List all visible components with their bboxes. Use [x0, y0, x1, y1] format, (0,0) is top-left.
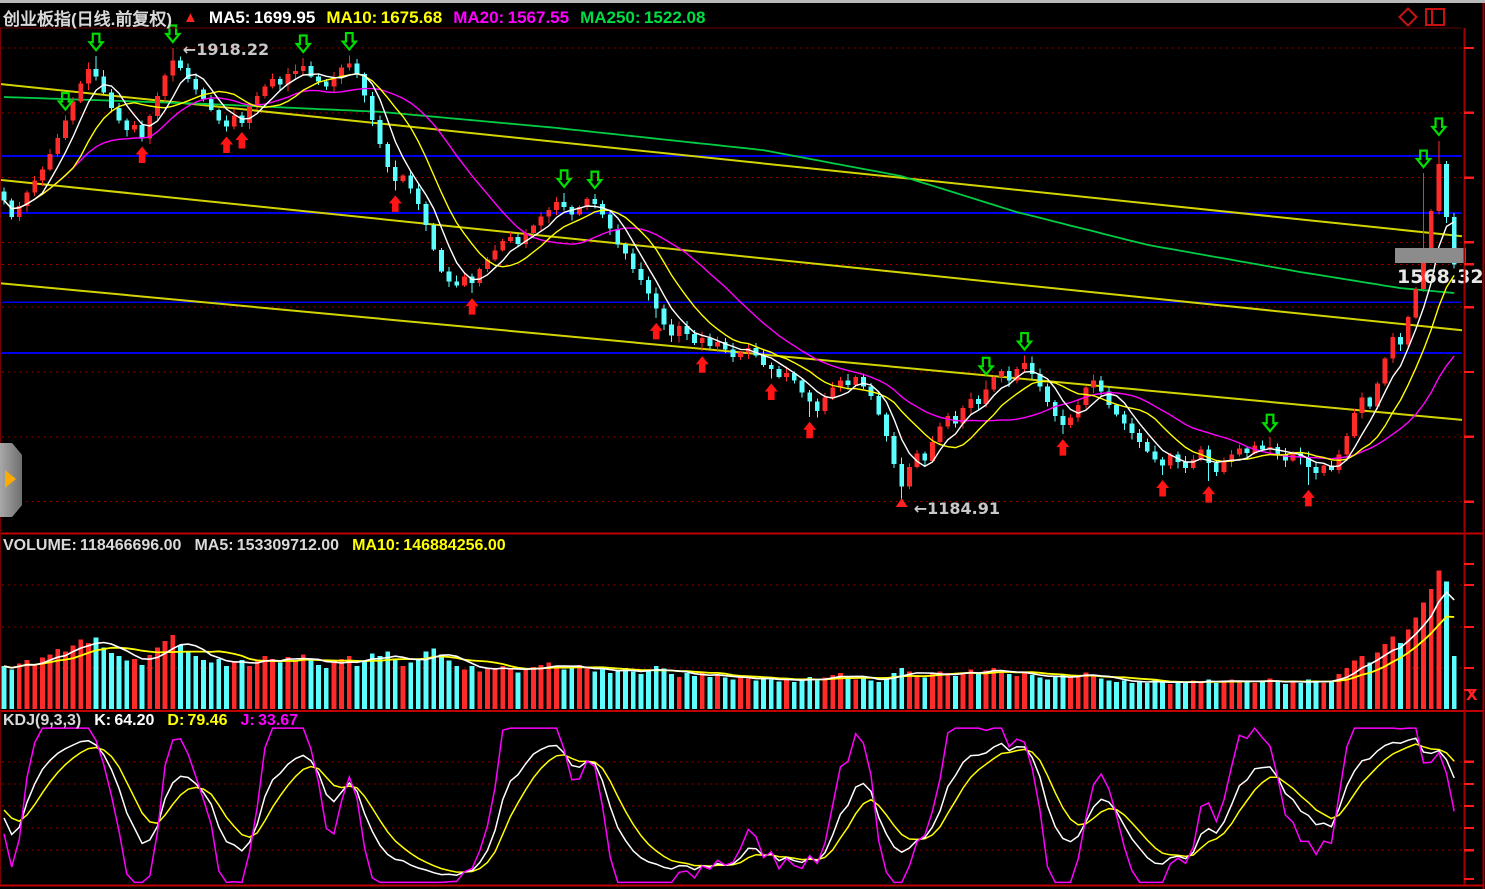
- kdj-d-readout: D: 79.46: [167, 712, 228, 729]
- price-pane-header: 创业板指(日线.前复权) MA5: 1699.95 MA10: 1675.68 …: [3, 5, 705, 30]
- sell-arrow-icon: [56, 91, 75, 112]
- sell-arrow-icon: [977, 356, 995, 377]
- ma20-readout: MA20: 1567.55: [453, 7, 570, 27]
- max-price-label: ←1918.22: [183, 40, 269, 59]
- last-price-label: 1568.32: [1397, 266, 1484, 288]
- buy-arrow-icon: [764, 383, 778, 400]
- kdj-pane[interactable]: [2, 726, 1462, 884]
- volume-ma5-readout: MA5: 153309712.00: [194, 537, 340, 554]
- buy-arrow-icon: [803, 421, 817, 439]
- sell-arrow-icon: [1414, 149, 1433, 169]
- kdj-title: KDJ(9,3,3): [3, 712, 82, 729]
- last-price-box: [1395, 248, 1466, 263]
- signal-arrows-layer: [56, 24, 1448, 507]
- buy-arrow-icon: [135, 146, 149, 164]
- sell-arrow-icon: [1261, 413, 1279, 433]
- ma250-readout: MA250: 1522.08: [580, 7, 706, 27]
- sell-arrow-icon: [586, 170, 604, 190]
- ma10-readout: MA10: 1675.68: [326, 7, 443, 27]
- sell-arrow-icon: [87, 32, 105, 52]
- sell-arrow-icon: [1430, 117, 1448, 137]
- corner-icon-group: [1398, 7, 1445, 27]
- volume-ma10-readout: MA10: 146884256.00: [352, 537, 506, 554]
- kdj-pane-header: KDJ(9,3,3) K: 64.20 D: 79.46 J: 33.67: [3, 712, 298, 730]
- sell-arrow-icon: [1015, 331, 1034, 352]
- buy-arrow-icon: [1156, 479, 1170, 497]
- sell-arrow-icon: [294, 34, 313, 54]
- min-price-label: ←1184.91: [914, 499, 1000, 518]
- sidebar-expand-handle[interactable]: [0, 443, 22, 517]
- volume-pane-header: VOLUME: 118466696.00 MA5: 153309712.00 M…: [3, 537, 506, 555]
- split-window-icon[interactable]: [1425, 8, 1445, 26]
- candles-layer: [1, 48, 1457, 502]
- volume-readout: VOLUME: 118466696.00: [3, 537, 182, 554]
- buy-arrow-icon: [388, 195, 402, 212]
- buy-arrow-icon: [220, 136, 234, 154]
- up-triangle-icon: [183, 10, 198, 25]
- buy-arrow-icon: [235, 131, 249, 149]
- buy-arrow-icon: [649, 322, 663, 340]
- diamond-icon[interactable]: [1398, 7, 1418, 27]
- buy-arrow-icon: [695, 356, 709, 373]
- window-top-edge: [0, 0, 1485, 3]
- buy-arrow-icon: [1301, 489, 1315, 507]
- kdj-j-readout: J: 33.67: [240, 712, 299, 729]
- sell-arrow-icon: [340, 31, 359, 52]
- buy-arrow-icon: [1202, 486, 1216, 503]
- sell-arrow-icon: [163, 24, 182, 44]
- volume-pane-close-button[interactable]: X: [1466, 686, 1478, 704]
- price-pane[interactable]: ←1918.22 ←1184.91 1568.32: [0, 24, 1484, 519]
- kdj-k-readout: K: 64.20: [94, 712, 155, 729]
- sell-arrow-icon: [555, 169, 573, 189]
- buy-arrow-icon: [465, 298, 479, 315]
- volume-pane[interactable]: [1, 570, 1462, 709]
- buy-arrow-icon: [1056, 439, 1070, 456]
- symbol-title: 创业板指(日线.前复权): [3, 10, 173, 29]
- ma5-readout: MA5: 1699.95: [208, 7, 316, 27]
